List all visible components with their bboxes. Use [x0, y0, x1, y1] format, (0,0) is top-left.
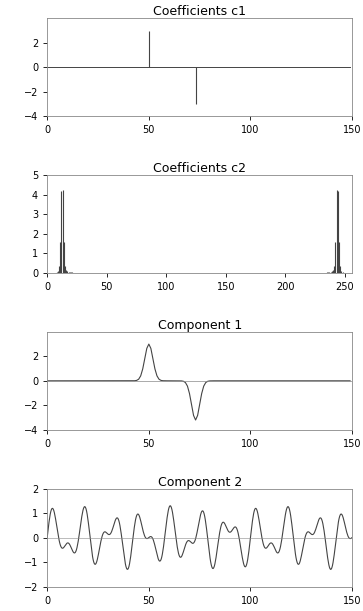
Title: Coefficients c2: Coefficients c2	[153, 162, 246, 175]
Title: Component 1: Component 1	[158, 319, 242, 332]
Title: Component 2: Component 2	[158, 475, 242, 489]
Title: Coefficients c1: Coefficients c1	[153, 5, 246, 18]
